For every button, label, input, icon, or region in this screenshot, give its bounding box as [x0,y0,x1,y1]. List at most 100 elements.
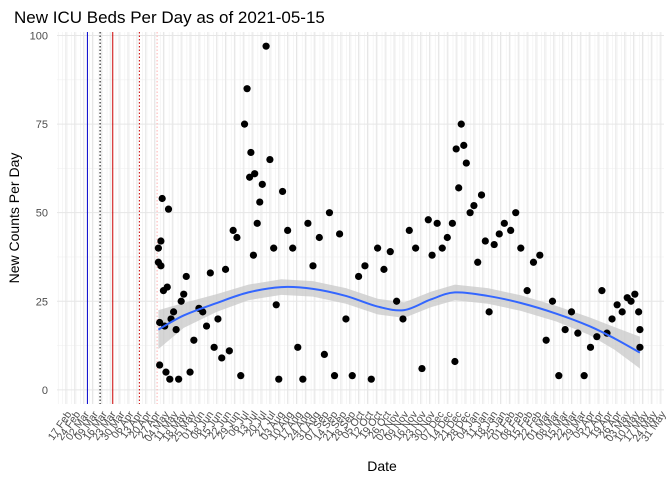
data-point [262,42,270,50]
data-point [162,368,170,376]
data-point [253,219,261,227]
data-point [270,244,278,252]
data-point [523,287,531,295]
data-point [156,318,164,327]
data-point [586,343,595,351]
data-point [154,244,162,252]
data-point [474,258,482,266]
data-point [309,262,317,270]
data-point [218,354,226,362]
data-point [320,350,328,358]
data-point [325,209,334,217]
data-point [272,301,280,309]
data-point [567,308,576,316]
data-point [251,170,259,178]
data-point [495,230,503,238]
data-point [608,315,616,323]
data-point [517,244,525,252]
data-point [237,372,245,380]
data-point [367,375,375,383]
data-point [256,198,264,206]
data-point [618,308,626,316]
data-point [393,297,401,305]
data-point [399,315,407,323]
data-point [500,219,508,227]
data-point [481,237,489,245]
data-point [536,251,544,259]
data-point [186,368,194,376]
data-point [636,326,644,334]
data-point [202,322,211,330]
data-point [246,173,254,181]
data-point [243,85,251,93]
data-point [580,372,588,380]
data-point [635,308,643,316]
smooth-trend-line [157,285,641,354]
data-point [315,233,323,242]
data-point [278,187,287,196]
data-point [348,372,356,380]
data-point [438,244,446,252]
data-point [424,216,432,224]
data-point [158,194,166,203]
data-point [166,375,174,383]
data-point [405,226,413,234]
data-point [330,372,339,380]
data-point [240,120,249,128]
data-point [542,336,550,344]
data-point [284,226,292,234]
y-tick-label: 25 [36,296,48,308]
data-point [451,357,459,366]
data-point [470,202,478,210]
data-point [190,336,198,344]
data-point [466,209,474,217]
data-point [177,297,185,305]
data-point [455,184,463,192]
data-point [374,244,382,252]
data-point [225,347,233,355]
data-point [294,343,302,351]
data-point [462,159,470,167]
data-point [627,297,635,305]
data-point [631,290,639,298]
data-point [275,375,283,383]
data-point [180,290,188,298]
data-point [428,251,436,259]
data-point [157,262,165,270]
data-point [512,209,520,217]
data-point [574,329,582,337]
data-point [490,240,498,249]
x-axis-title: Date [367,458,397,474]
data-point [457,120,465,128]
data-point [299,375,307,383]
data-point [175,375,183,383]
data-point [157,237,165,245]
data-point [266,155,274,164]
data-point [613,301,621,309]
data-point [361,262,369,270]
data-point [342,315,350,323]
data-point [233,233,241,242]
data-point [452,145,460,153]
data-point [380,265,388,273]
data-point [164,205,173,213]
data-point [156,361,164,369]
data-point [335,230,344,238]
data-point [548,297,557,305]
data-point [485,308,493,316]
data-point [182,272,190,281]
y-axis-title: New Counts Per Day [6,153,22,284]
data-point [418,364,426,373]
y-tick-label: 100 [30,31,48,43]
data-point [304,219,312,227]
data-point [555,372,563,380]
data-point [289,244,297,252]
data-point [477,191,486,199]
y-tick-label: 75 [36,119,48,131]
data-point [636,343,644,351]
data-point [247,148,255,157]
data-point [210,343,218,351]
data-point [249,251,258,259]
data-point [561,326,569,334]
